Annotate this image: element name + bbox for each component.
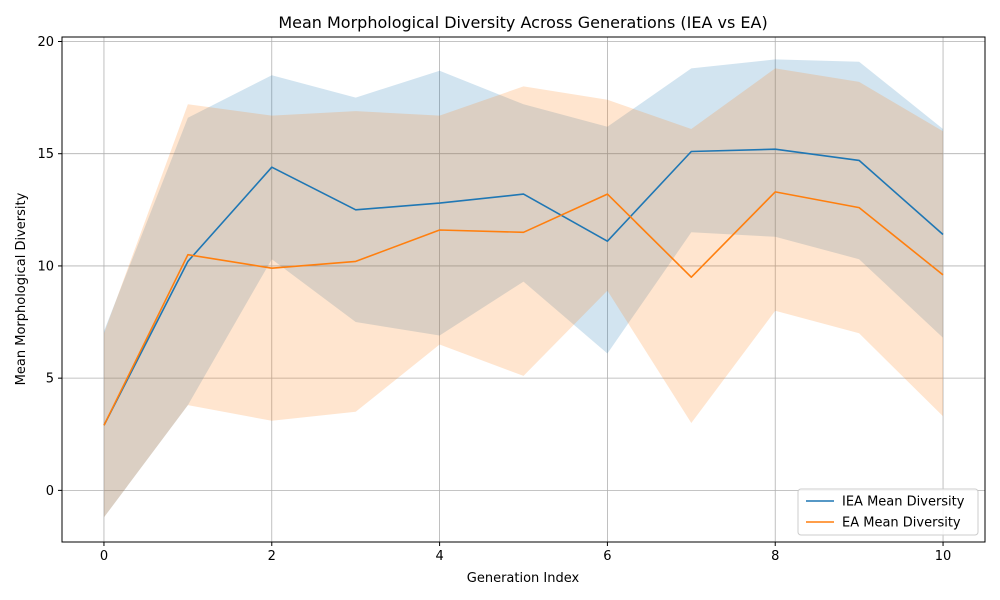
legend-label: EA Mean Diversity: [842, 516, 961, 531]
y-tick-label: 10: [37, 259, 54, 274]
band-series-2: [104, 68, 943, 518]
y-tick-label: 20: [37, 35, 54, 50]
legend: IEA Mean Diversity EA Mean Diversity: [797, 488, 979, 536]
line-series-2: [103, 191, 944, 426]
chart-title: Mean Morphological Diversity Across Gene…: [278, 13, 767, 32]
x-tick-label: 4: [435, 549, 443, 564]
plot-frame: [61, 36, 986, 543]
y-tick-label: 0: [46, 484, 54, 499]
y-axis-title: Mean Morphological Diversity: [14, 192, 29, 385]
x-tick-label: 6: [603, 549, 611, 564]
confidence-bands: [104, 59, 943, 518]
legend-label: IEA Mean Diversity: [842, 495, 965, 510]
y-tick-label: 5: [46, 372, 54, 387]
series-lines: [103, 148, 944, 426]
y-axis-ticks: 0 5 10 15 20: [37, 35, 62, 499]
x-axis-title: Generation Index: [467, 571, 580, 586]
x-tick-label: 0: [100, 549, 108, 564]
x-tick-label: 8: [771, 549, 779, 564]
x-tick-label: 10: [935, 549, 952, 564]
line-series-1: [103, 148, 944, 426]
x-axis-ticks: 0 2 4 6 8 10: [100, 542, 952, 564]
x-tick-label: 2: [268, 549, 276, 564]
legend-box: [797, 488, 979, 536]
band-series-1: [104, 59, 943, 518]
y-tick-label: 15: [37, 147, 54, 162]
